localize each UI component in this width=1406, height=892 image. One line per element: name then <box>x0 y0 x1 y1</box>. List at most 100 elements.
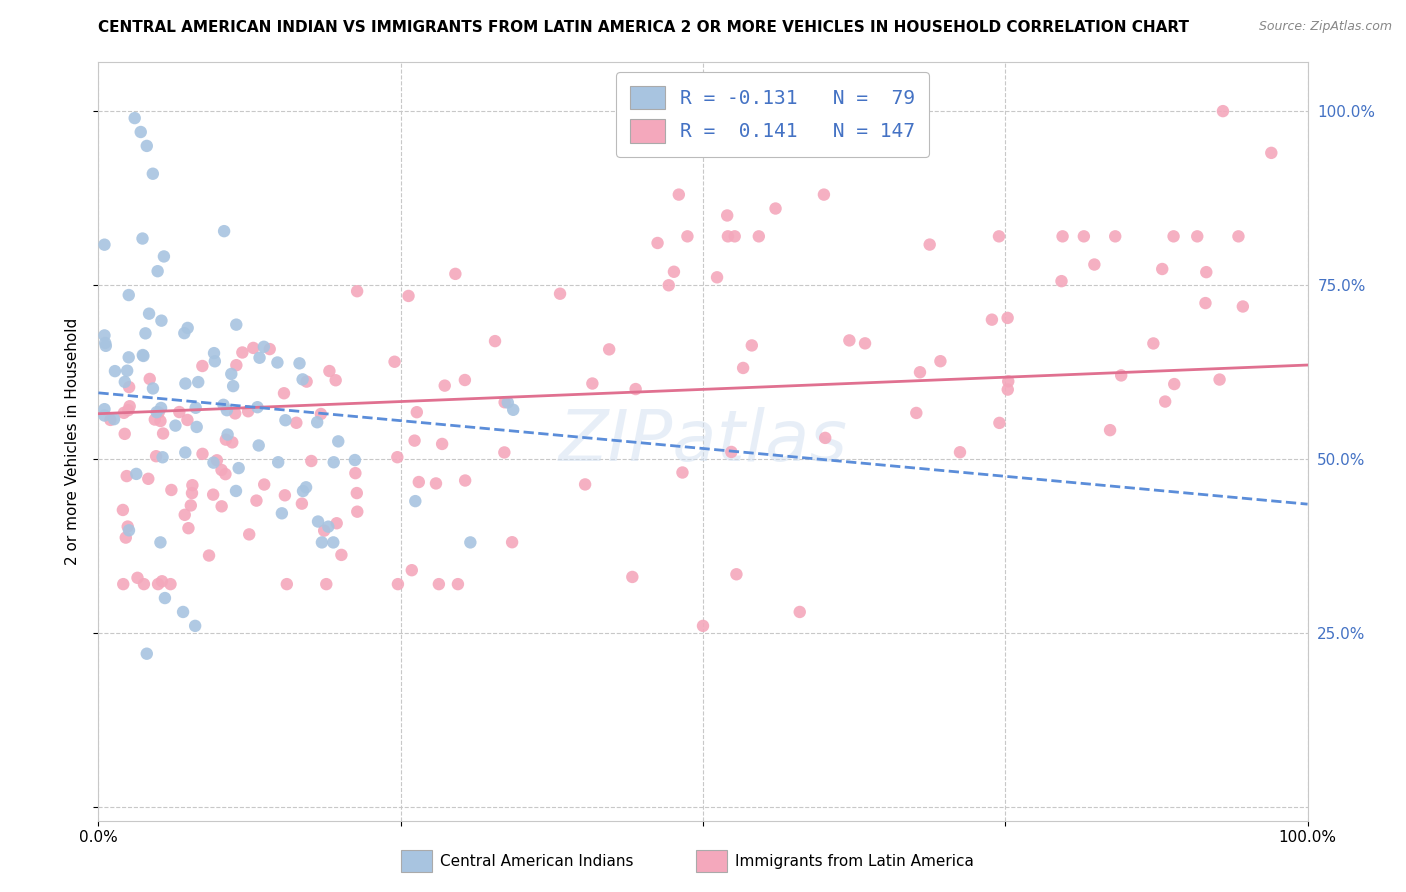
Point <box>494 395 516 409</box>
Point <box>295 375 318 389</box>
Point <box>174 445 197 459</box>
Point <box>253 340 276 354</box>
Point <box>716 209 738 223</box>
Point <box>142 381 165 395</box>
Point <box>647 235 669 250</box>
Point <box>624 382 647 396</box>
Point <box>853 336 876 351</box>
Point <box>125 467 148 481</box>
Point <box>187 375 209 389</box>
Point <box>387 577 409 591</box>
Point <box>460 535 482 549</box>
Text: ZIPatlas: ZIPatlas <box>558 407 848 476</box>
Point <box>176 321 198 335</box>
Point <box>325 516 347 531</box>
Point <box>988 229 1011 244</box>
Point <box>425 476 447 491</box>
Point <box>997 375 1019 389</box>
Point <box>346 505 368 519</box>
Point <box>741 338 763 352</box>
Point <box>346 486 368 500</box>
Point <box>215 403 238 417</box>
Point <box>222 379 245 393</box>
Point <box>191 447 214 461</box>
Point <box>160 483 183 497</box>
Point <box>662 265 685 279</box>
Point <box>135 139 157 153</box>
Point <box>247 438 270 452</box>
Point <box>408 475 430 489</box>
Point <box>344 466 367 480</box>
Point <box>146 264 169 278</box>
Point <box>789 605 811 619</box>
Point <box>717 229 740 244</box>
Point <box>501 535 523 549</box>
Point <box>127 571 149 585</box>
Point <box>548 286 571 301</box>
Point <box>152 426 174 441</box>
Point <box>621 570 644 584</box>
Point <box>427 577 450 591</box>
Point <box>1152 262 1174 277</box>
Point <box>988 416 1011 430</box>
Point <box>330 548 353 562</box>
Point <box>202 346 225 360</box>
Point <box>908 365 931 379</box>
Point <box>173 326 195 340</box>
Legend: R = -0.131   N =  79, R =  0.141   N = 147: R = -0.131 N = 79, R = 0.141 N = 147 <box>616 72 929 157</box>
Point <box>112 406 135 420</box>
Point <box>148 405 170 419</box>
Point <box>398 289 420 303</box>
Point <box>273 386 295 401</box>
Point <box>172 605 194 619</box>
Point <box>288 356 311 370</box>
Point <box>270 506 292 520</box>
Point <box>165 418 187 433</box>
Point <box>94 336 117 351</box>
Point <box>176 413 198 427</box>
Point <box>405 405 427 419</box>
Point <box>291 372 314 386</box>
Point <box>131 231 153 245</box>
Point <box>1232 300 1254 314</box>
Point <box>118 399 141 413</box>
Point <box>117 403 139 417</box>
Text: Source: ZipAtlas.com: Source: ZipAtlas.com <box>1258 20 1392 33</box>
Point <box>215 433 238 447</box>
Point <box>346 284 368 298</box>
Point <box>813 187 835 202</box>
Point <box>221 435 243 450</box>
Point <box>94 339 117 353</box>
Point <box>494 445 516 459</box>
Point <box>314 524 336 538</box>
Point <box>117 519 139 533</box>
Point <box>1163 377 1185 392</box>
Point <box>173 508 195 522</box>
Point <box>246 400 269 414</box>
Point <box>100 413 122 427</box>
Text: Immigrants from Latin America: Immigrants from Latin America <box>735 855 974 869</box>
Point <box>212 398 235 412</box>
Point <box>1260 145 1282 160</box>
Point <box>322 455 344 469</box>
Point <box>404 494 426 508</box>
Point <box>238 527 260 541</box>
Point <box>114 426 136 441</box>
Point <box>1227 229 1250 244</box>
Point <box>692 619 714 633</box>
Point <box>169 405 191 419</box>
Point <box>145 449 167 463</box>
Point <box>205 453 228 467</box>
Point <box>384 355 406 369</box>
Point <box>929 354 952 368</box>
Point <box>118 380 141 394</box>
Point <box>132 348 155 362</box>
Point <box>142 167 165 181</box>
Point <box>1109 368 1132 383</box>
Point <box>720 445 742 459</box>
Point <box>724 229 747 244</box>
Point <box>129 125 152 139</box>
Point <box>150 401 173 415</box>
Point <box>387 450 409 465</box>
Point <box>146 577 169 591</box>
